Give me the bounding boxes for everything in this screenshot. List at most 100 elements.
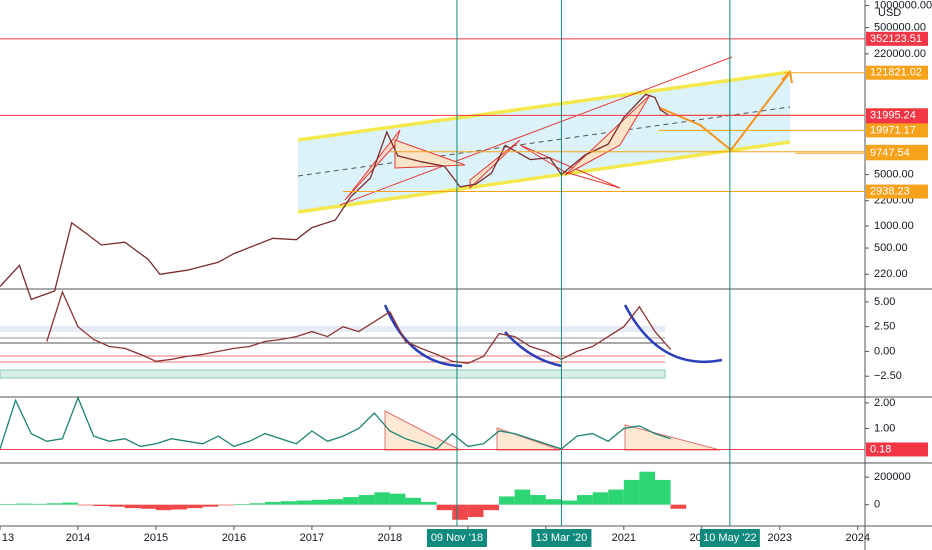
histogram-bar <box>670 504 687 509</box>
y-tick-label: 500000.00 <box>874 22 926 34</box>
histogram-bar <box>46 503 63 505</box>
histogram-bar <box>483 504 500 511</box>
histogram-bar <box>171 504 188 510</box>
projection-path <box>659 71 791 152</box>
trend-line <box>339 56 733 206</box>
y-tick-label: 1.00 <box>874 422 895 434</box>
x-tick-label: 2021 <box>612 532 636 544</box>
price-label-box <box>866 31 928 46</box>
y-tick-label: 500.00 <box>874 242 908 254</box>
histogram-bar <box>202 504 219 507</box>
cycle-arc <box>623 304 723 364</box>
histogram-bar <box>623 479 640 505</box>
histogram-bar <box>358 495 375 505</box>
price-label-box <box>866 123 928 138</box>
decay-triangle <box>624 424 721 451</box>
histogram-bar <box>77 504 94 506</box>
histogram-bar <box>327 499 344 505</box>
channel-upper <box>297 70 791 142</box>
price-label-box <box>866 146 928 161</box>
y-tick-label: 220.00 <box>874 268 908 280</box>
price-label: 2938.23 <box>870 185 910 197</box>
histogram-bar <box>421 501 437 505</box>
decay-triangle <box>384 410 461 451</box>
price-label: 121821.02 <box>870 67 922 79</box>
histogram-bar <box>389 493 406 505</box>
histogram-bar <box>233 503 250 505</box>
level-band <box>0 369 666 379</box>
histogram-bar <box>155 504 172 511</box>
histogram-bar <box>62 502 78 505</box>
histogram-bar <box>109 504 125 507</box>
price-label: 0.18 <box>870 443 891 455</box>
trend-triangle <box>344 129 401 201</box>
y-tick-label: 0.00 <box>874 345 895 357</box>
price-label: 352123.51 <box>870 33 922 45</box>
histogram-bar <box>608 489 624 505</box>
x-tick-label: 2024 <box>846 532 870 544</box>
price-label-box <box>866 108 928 123</box>
channel-lower <box>297 140 791 214</box>
histogram-bar <box>639 471 656 505</box>
histogram-bar <box>374 492 390 505</box>
y-tick-label: 220000.00 <box>874 48 926 60</box>
event-label: 13 Mar '20 <box>536 532 588 544</box>
histogram-bar <box>561 500 578 505</box>
price-label-box <box>866 442 928 457</box>
channel-mid <box>297 106 791 177</box>
event-label-box <box>699 529 760 547</box>
arrow-head <box>781 69 793 84</box>
y-tick-label: 5.00 <box>874 296 895 308</box>
histogram-bar <box>280 501 297 505</box>
currency: USD <box>878 7 901 19</box>
x-tick-label: 2016 <box>222 532 246 544</box>
histogram-bar <box>0 503 16 505</box>
histogram-bar <box>577 495 593 505</box>
y-tick-label: 1000000.00 <box>874 0 932 11</box>
trend-triangle <box>394 139 466 169</box>
histogram-bar <box>31 503 47 505</box>
price-label-box <box>866 65 928 80</box>
histogram-bar <box>655 479 671 505</box>
series-line <box>46 290 672 364</box>
x-tick-label: 2014 <box>66 532 90 544</box>
y-tick-label: 1000.00 <box>874 220 914 232</box>
histogram-bar <box>592 492 609 505</box>
histogram-bar <box>124 504 141 509</box>
cycle-arc <box>383 304 463 368</box>
y-tick-label: 0 <box>874 499 880 511</box>
histogram-bar <box>187 504 203 509</box>
x-tick-label: 2015 <box>144 532 168 544</box>
histogram-bar <box>545 499 562 505</box>
histogram-bar <box>343 497 359 505</box>
event-label-box <box>426 529 487 547</box>
histogram-bar <box>514 489 531 505</box>
histogram-bar <box>436 504 453 511</box>
x-tick-label: 2017 <box>300 532 324 544</box>
histogram-bar <box>218 504 234 506</box>
histogram-bar <box>296 500 312 505</box>
histogram-bar <box>452 504 468 520</box>
price-label: 31995.24 <box>870 109 916 121</box>
event-label-box <box>531 529 592 547</box>
x-tick-label: 2018 <box>378 532 402 544</box>
event-label: 09 Nov '18 <box>431 532 483 544</box>
price-label: 19971.17 <box>870 124 916 136</box>
histogram-bar <box>467 504 484 518</box>
histogram-bar <box>249 503 266 505</box>
channel-fill <box>298 72 790 212</box>
level-band <box>0 326 665 332</box>
price-label-box <box>866 184 928 199</box>
histogram-bar <box>311 499 328 505</box>
y-tick-label: 200000 <box>874 471 911 483</box>
histogram-bar <box>405 497 422 505</box>
y-tick-label: 2.00 <box>874 397 895 409</box>
y-tick-label: 5000.00 <box>874 169 914 181</box>
histogram-bar <box>140 504 156 509</box>
cycle-arc <box>504 331 563 368</box>
y-tick-label: 2.50 <box>874 321 895 333</box>
y-tick-label: −2.50 <box>874 370 902 382</box>
series-line <box>0 93 670 301</box>
